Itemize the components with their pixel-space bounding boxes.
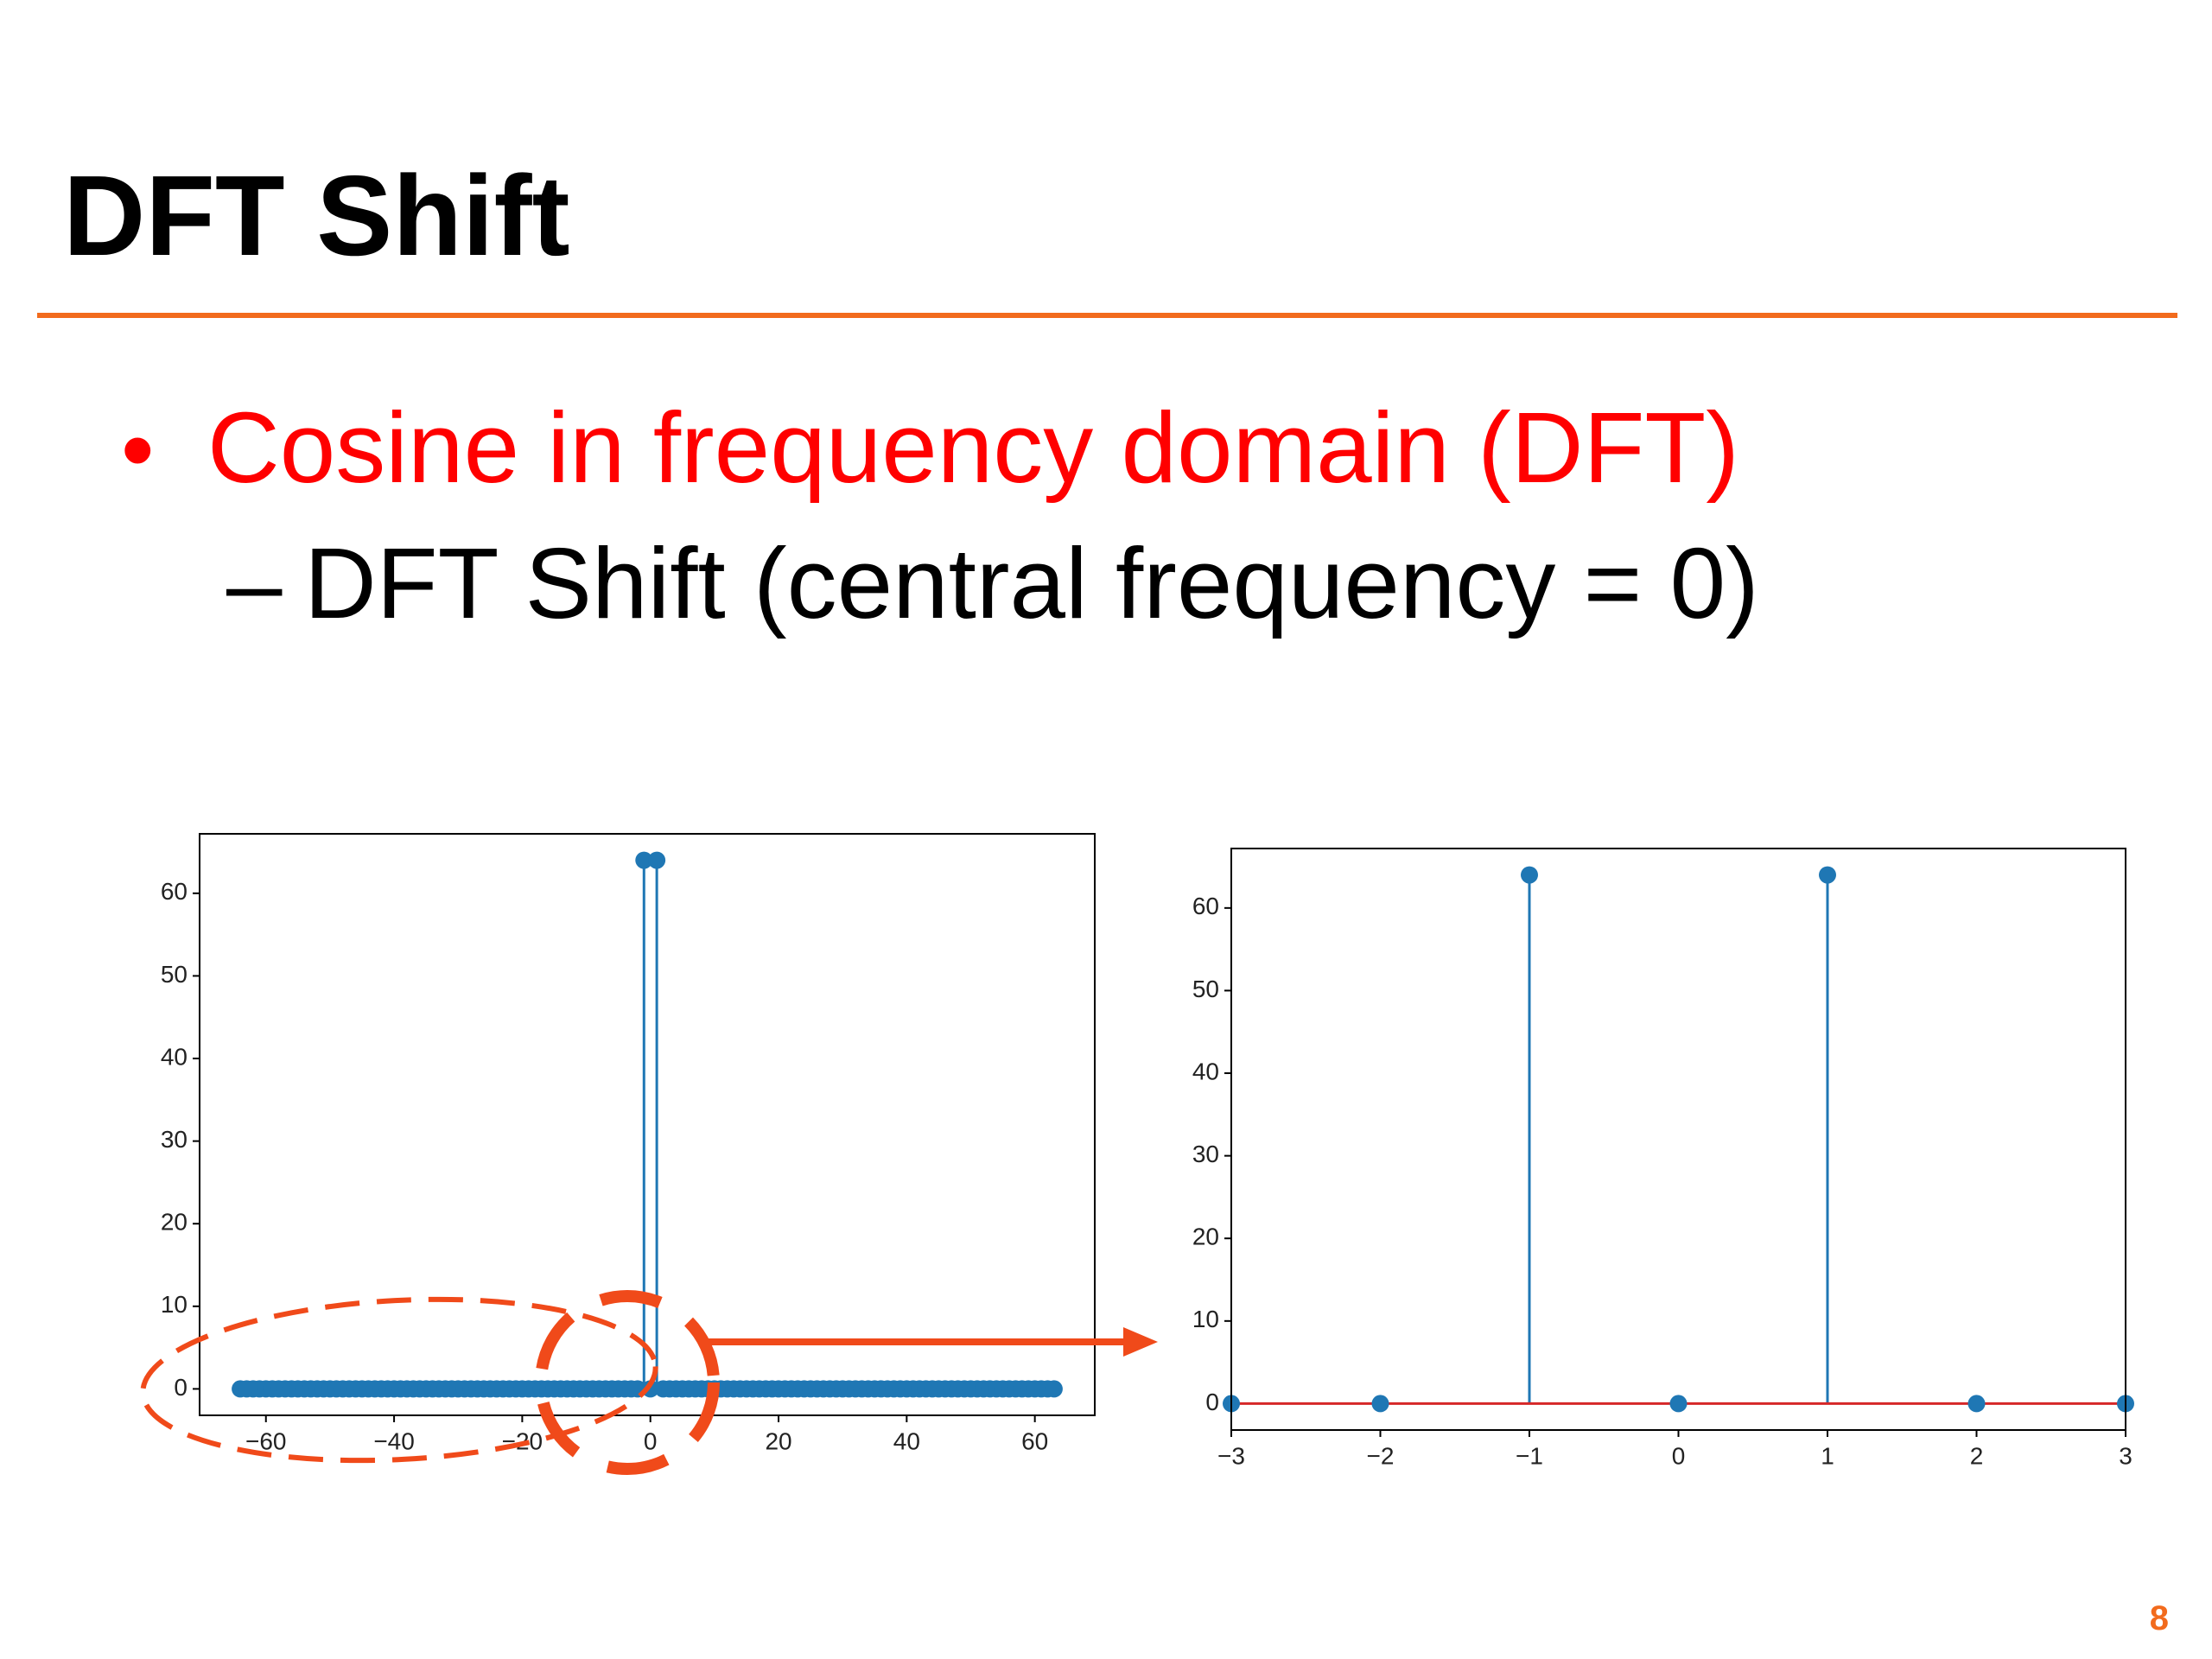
slide-title: DFT Shift (63, 152, 570, 279)
x-tick-label: 2 (1970, 1442, 1984, 1469)
x-tick-label: 0 (1672, 1442, 1686, 1469)
stem-marker (1669, 1395, 1688, 1413)
x-tick-label: 0 (644, 1427, 658, 1454)
stem-marker (1371, 1395, 1389, 1413)
stem-marker (648, 851, 666, 869)
x-tick-label: −2 (1367, 1442, 1395, 1469)
stem-marker (1045, 1380, 1063, 1398)
sub-bullet-dash: – (226, 527, 283, 639)
highlight-circle (535, 1290, 720, 1475)
y-tick-label: 20 (1192, 1224, 1219, 1250)
bullet-dot: • (121, 397, 155, 503)
x-tick-label: 1 (1821, 1442, 1834, 1469)
stem-marker (1819, 866, 1836, 884)
y-tick-label: 0 (174, 1374, 188, 1401)
stem-marker (1521, 866, 1538, 884)
plot-frame (199, 833, 1096, 1416)
y-tick-label: 40 (161, 1043, 188, 1070)
x-tick-label: −20 (502, 1427, 543, 1454)
annotations (140, 1290, 1158, 1475)
bullet-text: Cosine in frequency domain (DFT) (207, 391, 1739, 504)
y-tick-label: 30 (1192, 1141, 1219, 1167)
highlight-ellipse (140, 1296, 658, 1464)
stem-marker (1967, 1395, 1986, 1413)
x-tick-label: 3 (2119, 1442, 2133, 1469)
page-number: 8 (2150, 1599, 2169, 1637)
y-tick-label: 0 (1205, 1389, 1219, 1415)
y-tick-label: 60 (1192, 893, 1219, 919)
y-tick-label: 30 (161, 1126, 188, 1153)
y-tick-label: 20 (161, 1209, 188, 1236)
y-tick-label: 10 (1192, 1306, 1219, 1332)
x-tick-label: −1 (1516, 1442, 1543, 1469)
y-tick-label: 40 (1192, 1058, 1219, 1084)
x-tick-label: 20 (765, 1427, 791, 1454)
x-tick-label: −40 (373, 1427, 415, 1454)
x-tick-label: 60 (1021, 1427, 1048, 1454)
x-tick-label: −3 (1217, 1442, 1245, 1469)
y-tick-label: 60 (161, 878, 188, 905)
sub-bullet-text: DFT Shift (central frequency = 0) (304, 527, 1759, 639)
x-tick-label: 40 (893, 1427, 920, 1454)
y-tick-label: 50 (161, 961, 188, 988)
y-tick-label: 10 (161, 1291, 188, 1318)
arrow-head (1123, 1327, 1158, 1357)
plot-frame (1230, 848, 2126, 1431)
stem-marker (635, 851, 653, 869)
y-tick-label: 50 (1192, 976, 1219, 1002)
